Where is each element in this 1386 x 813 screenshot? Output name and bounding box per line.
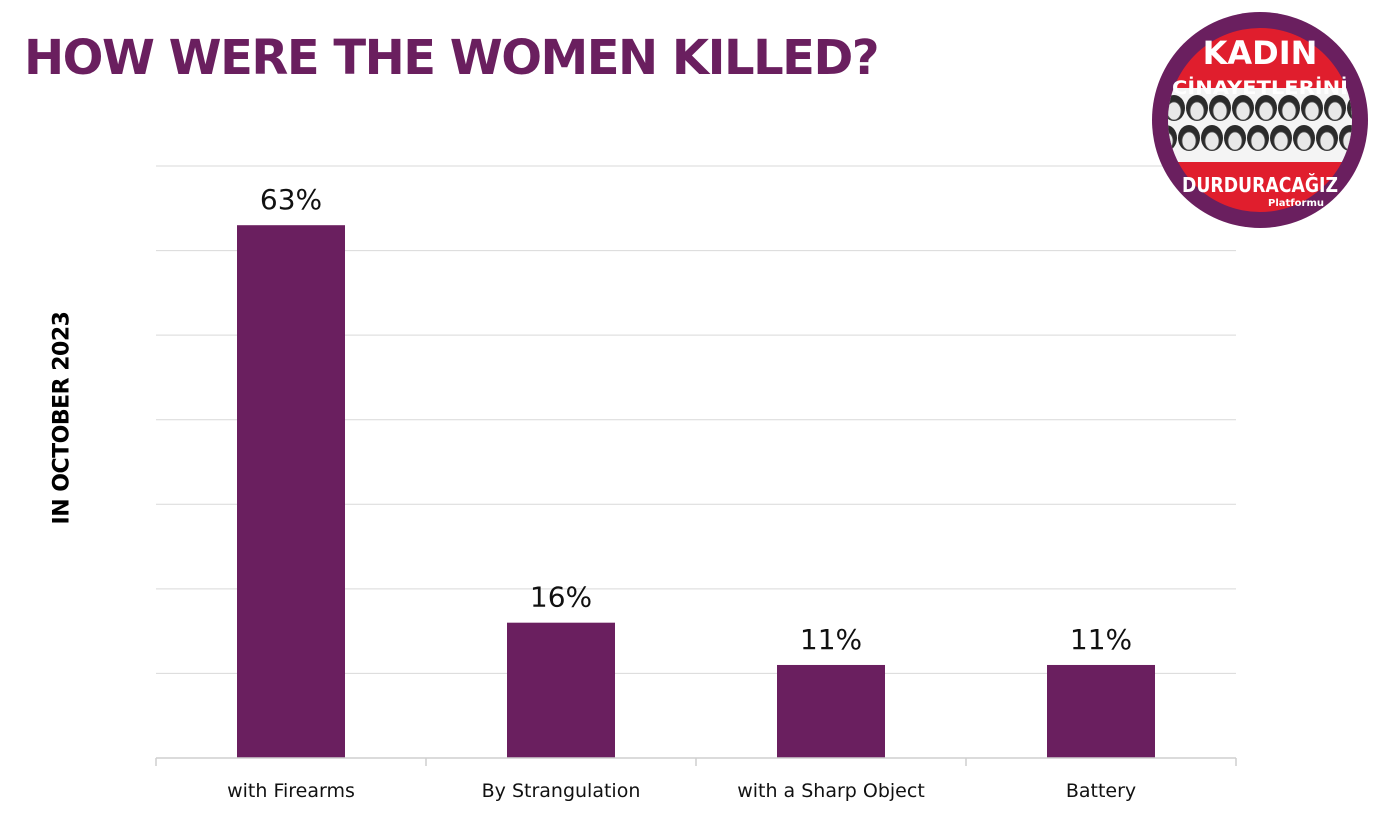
logo-text-platformu: Platformu — [1268, 198, 1324, 209]
logo-face — [1296, 131, 1312, 151]
logo-face — [1258, 101, 1274, 121]
bar — [1047, 664, 1155, 758]
logo-face — [1181, 131, 1197, 151]
logo-face — [1227, 131, 1243, 151]
x-tick-label: By Strangulation — [482, 780, 641, 802]
data-label: 63% — [260, 183, 322, 216]
logo-face — [1204, 131, 1220, 151]
logo-face — [1350, 101, 1352, 121]
logo-text-cinayetlerini: CİNAYETLERİNİ — [1172, 75, 1348, 99]
bar — [237, 225, 345, 758]
platform-logo: KADIN CİNAYETLERİNİ DURDURACAĞIZ Platfor… — [1152, 12, 1368, 228]
logo-faces — [1168, 95, 1352, 151]
data-label: 16% — [530, 581, 592, 614]
logo-face — [1235, 101, 1251, 121]
x-axis — [155, 757, 1237, 766]
bars — [237, 225, 1155, 758]
x-tick-label: with Firearms — [227, 780, 355, 802]
logo-text-kadin: KADIN — [1203, 34, 1318, 72]
logo-text-durduracagiz: DURDURACAĞIZ — [1182, 173, 1338, 197]
bar — [777, 664, 885, 758]
logo-face — [1319, 131, 1335, 151]
logo-face — [1250, 131, 1266, 151]
logo-face — [1273, 131, 1289, 151]
data-label: 11% — [1070, 623, 1132, 656]
logo-face — [1168, 101, 1182, 121]
chart-title: HOW WERE THE WOMEN KILLED? — [24, 30, 880, 86]
data-label: 11% — [800, 623, 862, 656]
x-tick-label: with a Sharp Object — [737, 780, 925, 802]
labels: 63% with Firearms 16% By Strangulation 11% wi… — [227, 183, 1136, 802]
logo-face — [1281, 101, 1297, 121]
logo-face — [1189, 101, 1205, 121]
bar — [507, 622, 615, 758]
logo-face — [1327, 101, 1343, 121]
logo-face — [1304, 101, 1320, 121]
x-tick-label: Battery — [1066, 780, 1136, 802]
logo-face — [1212, 101, 1228, 121]
